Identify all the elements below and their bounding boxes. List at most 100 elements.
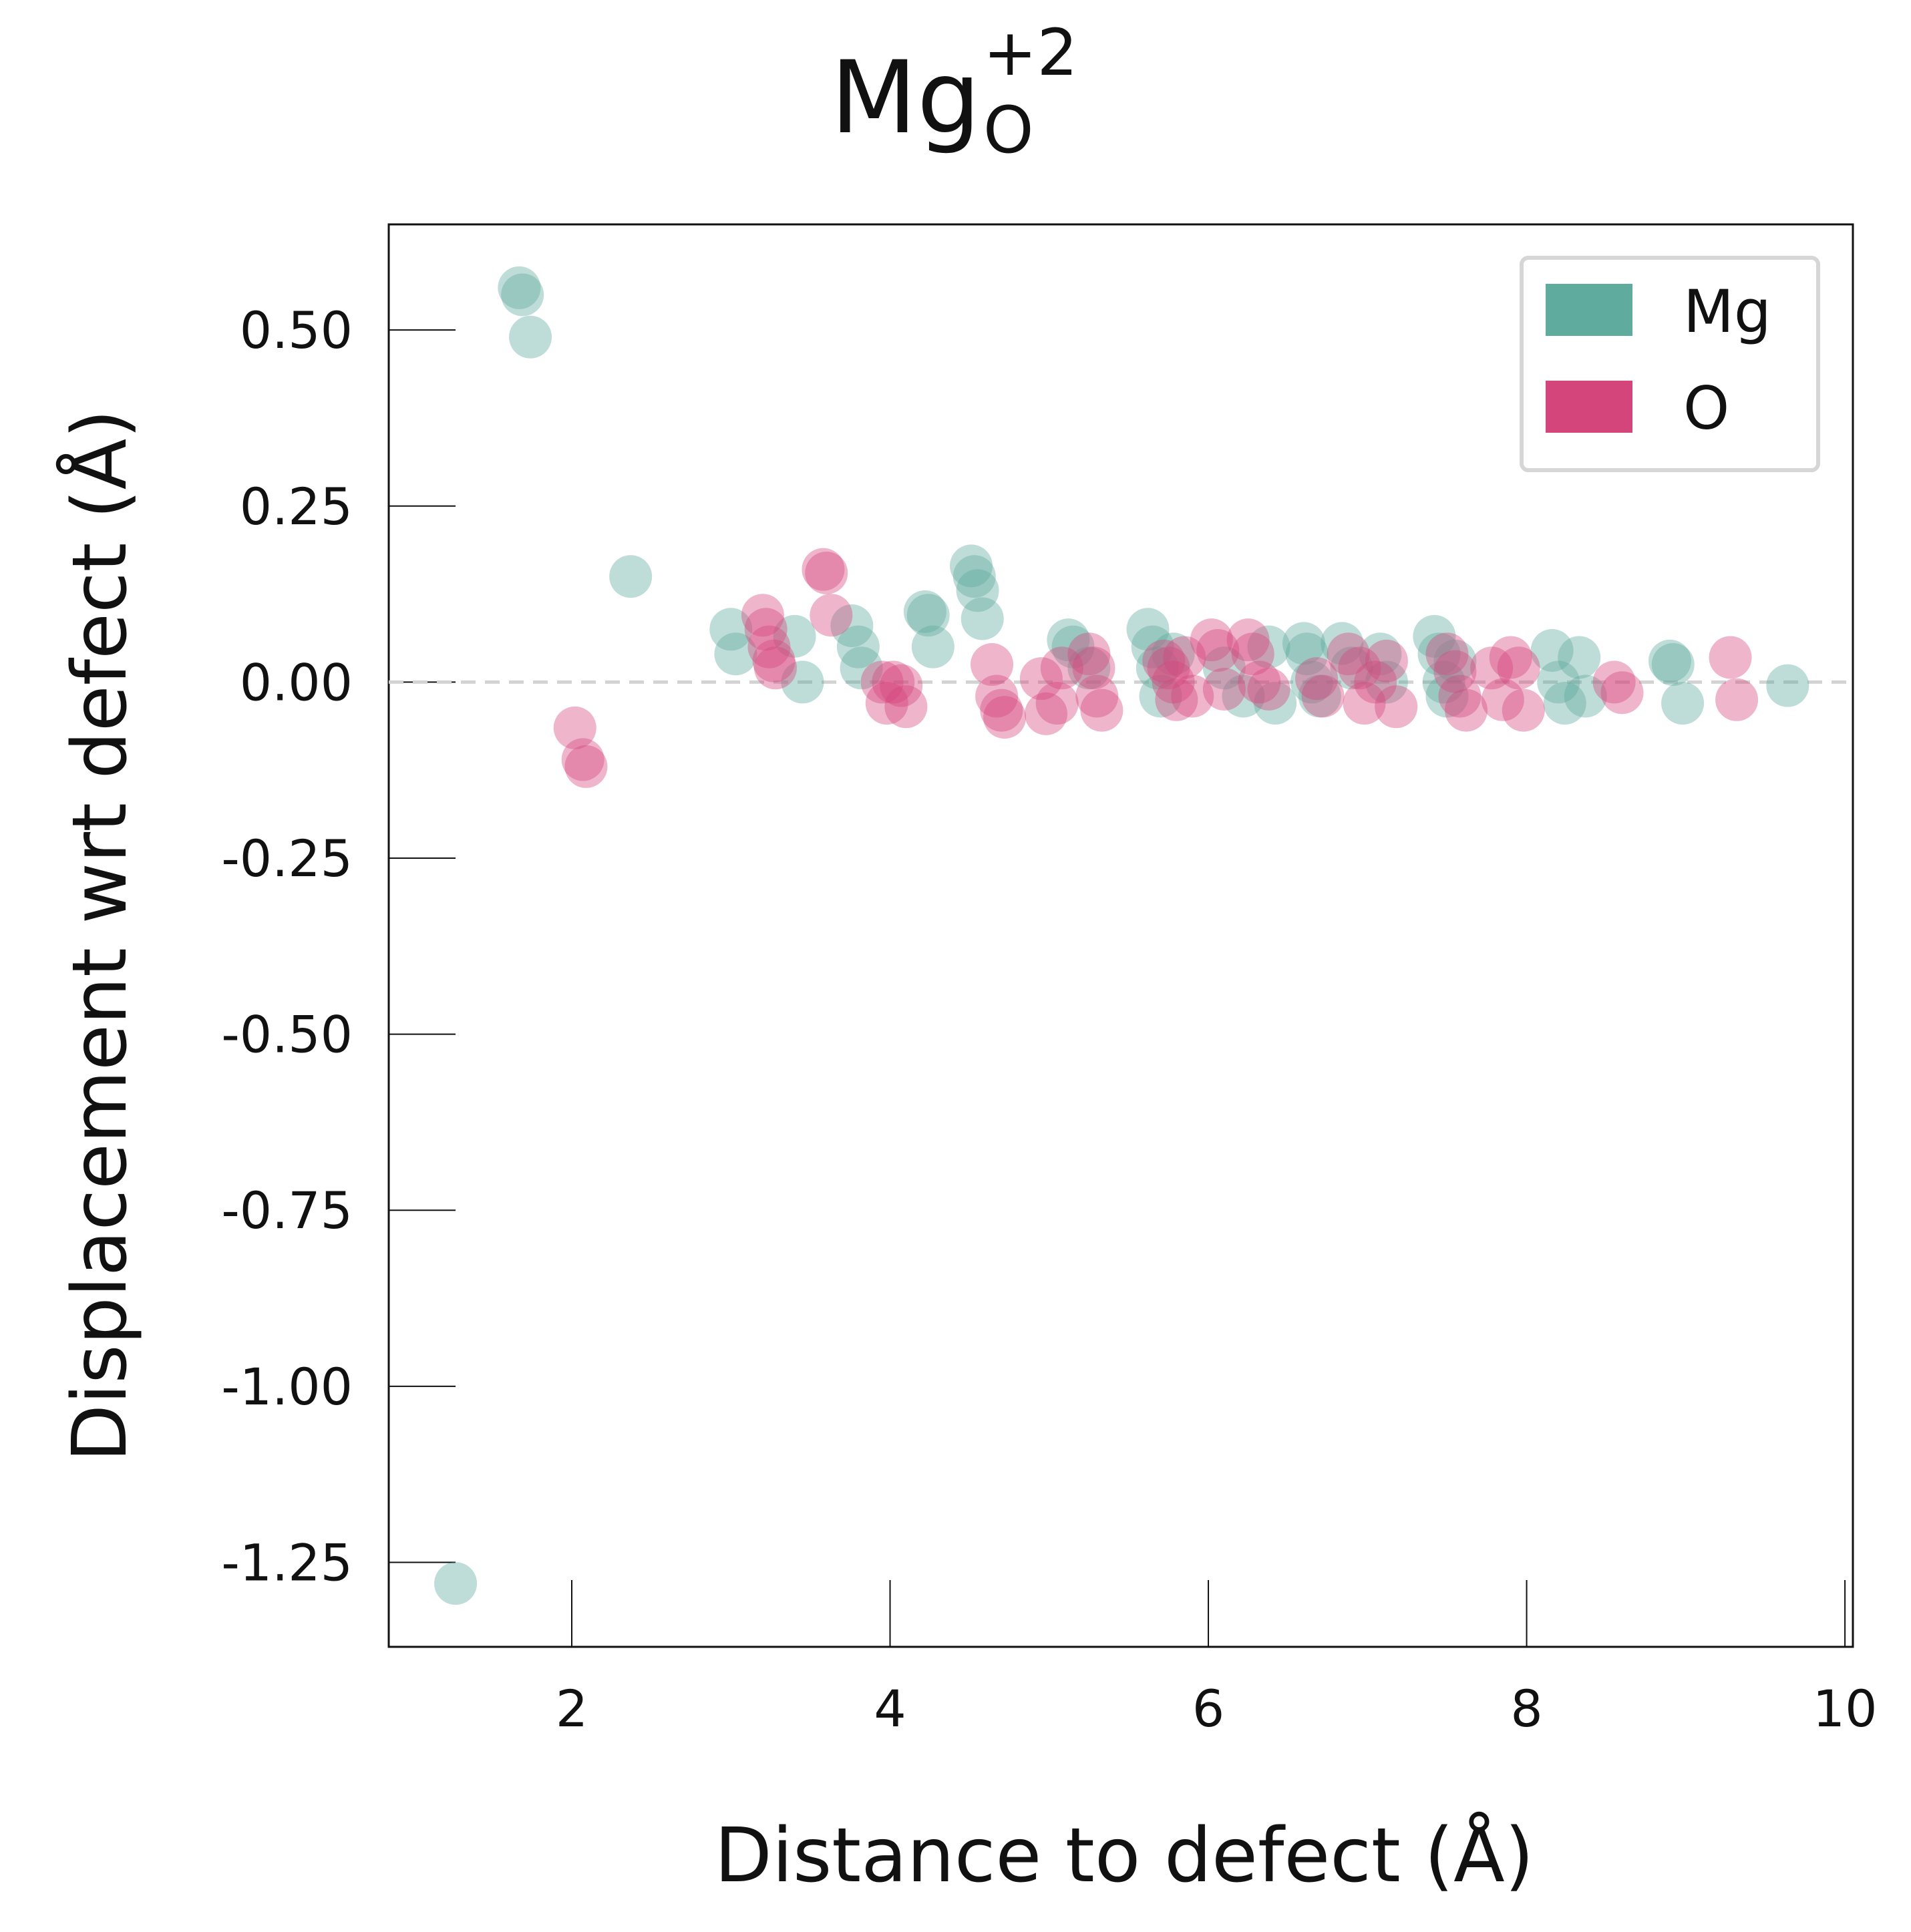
- title-base: Mg: [830, 40, 981, 156]
- data-point-mg: [1321, 622, 1364, 665]
- data-point-o: [752, 639, 796, 683]
- data-point-mg: [1298, 674, 1341, 718]
- data-point-o: [1171, 674, 1214, 718]
- data-point-o: [880, 664, 923, 707]
- data-points: [434, 266, 1809, 1605]
- legend-label-mg: Mg: [1683, 277, 1771, 346]
- data-point-mg: [709, 608, 753, 651]
- data-point-mg: [1047, 618, 1090, 662]
- data-point-o: [1025, 692, 1068, 735]
- data-point-o: [1238, 660, 1281, 704]
- data-point-mg: [781, 660, 824, 704]
- data-point-o: [1327, 632, 1370, 676]
- data-point-o: [747, 625, 791, 668]
- data-point-mg: [1661, 682, 1705, 725]
- chart-title: Mg: [830, 40, 981, 156]
- data-point-o: [1445, 689, 1488, 732]
- data-point-mg: [1543, 682, 1586, 725]
- data-point-mg: [1425, 674, 1469, 718]
- y-tick-label: 0.25: [240, 477, 353, 536]
- data-point-mg: [1139, 674, 1182, 718]
- data-point-o: [1592, 660, 1636, 704]
- data-point-o: [1019, 657, 1063, 701]
- x-tick-label: 6: [1192, 1679, 1224, 1738]
- data-point-mg: [840, 646, 883, 690]
- data-point-mg: [501, 273, 544, 317]
- data-point-mg: [1530, 628, 1574, 672]
- y-tick-label: -0.25: [221, 829, 353, 888]
- data-point-mg: [1558, 636, 1601, 679]
- data-point-mg: [1359, 632, 1402, 676]
- data-point-o: [1354, 660, 1397, 704]
- data-point-o: [1190, 618, 1233, 662]
- series-mg: [434, 266, 1809, 1605]
- data-point-mg: [952, 555, 996, 598]
- data-point-o: [741, 594, 784, 637]
- data-point-o: [975, 674, 1019, 718]
- data-point-mg: [950, 544, 993, 588]
- data-point-o: [884, 685, 928, 729]
- x-tick-label: 10: [1813, 1679, 1878, 1738]
- data-point-o: [1155, 678, 1198, 721]
- data-point-o: [1715, 678, 1759, 721]
- data-point-mg: [1413, 614, 1456, 658]
- data-point-o: [1040, 646, 1083, 690]
- data-point-mg: [1433, 639, 1477, 683]
- data-point-mg: [1051, 625, 1095, 668]
- data-point-mg: [1537, 660, 1580, 704]
- x-tick-label: 8: [1510, 1679, 1542, 1738]
- data-point-mg: [1330, 646, 1373, 690]
- data-point-mg: [498, 266, 541, 309]
- data-point-mg: [1422, 660, 1465, 704]
- data-point-o: [1247, 667, 1290, 711]
- data-point-o: [1481, 678, 1524, 721]
- data-point-o: [1343, 682, 1386, 725]
- y-tick-label: 0.00: [240, 652, 353, 712]
- data-point-o: [744, 608, 788, 651]
- data-point-mg: [1131, 625, 1174, 668]
- data-point-o: [1080, 689, 1123, 732]
- data-point-mg: [836, 625, 880, 668]
- data-point-o: [1075, 674, 1119, 718]
- data-point-o: [1072, 646, 1115, 690]
- data-point-mg: [1126, 608, 1170, 651]
- x-axis-title: Distance to defect (Å): [715, 1812, 1534, 1899]
- data-point-mg: [1222, 674, 1265, 718]
- legend: Mg O: [1520, 256, 1820, 472]
- data-point-o: [810, 594, 853, 637]
- data-point-mg: [1285, 632, 1329, 676]
- data-point-o: [1338, 646, 1381, 690]
- data-point-mg: [1648, 639, 1691, 683]
- data-point-o: [1365, 639, 1408, 683]
- data-point-o: [980, 689, 1023, 732]
- data-point-o: [805, 551, 848, 594]
- data-point-mg: [903, 590, 946, 633]
- data-point-o: [564, 745, 608, 788]
- data-point-o: [865, 682, 908, 725]
- data-point-mg: [830, 604, 874, 648]
- data-point-mg: [1247, 625, 1290, 668]
- y-tick-label: -0.50: [221, 1005, 353, 1065]
- data-point-mg: [911, 625, 954, 668]
- data-point-o: [1433, 650, 1477, 693]
- data-point-o: [1489, 636, 1532, 679]
- data-point-mg: [1290, 660, 1333, 704]
- data-point-mg: [509, 315, 552, 359]
- data-point-mg: [1417, 632, 1461, 676]
- data-point-o: [1067, 632, 1111, 676]
- data-point-mg: [906, 594, 950, 637]
- x-tick-label: 2: [556, 1679, 588, 1738]
- axis-ticks: 0.50 0.25 0.00 -0.25 -0.50 -0.75 -1.00 -1.25 2 4 6…: [221, 301, 1877, 1738]
- data-point-o: [553, 706, 596, 749]
- data-point-mg: [1766, 664, 1809, 707]
- y-tick-label: -0.75: [221, 1181, 353, 1240]
- data-point-o: [1147, 646, 1190, 690]
- data-point-mg: [1282, 622, 1325, 665]
- data-point-mg: [1365, 660, 1408, 704]
- legend-swatch-o: [1546, 381, 1632, 433]
- data-point-o: [1301, 674, 1345, 718]
- series-o: [553, 548, 1759, 788]
- data-point-o: [1502, 689, 1545, 732]
- data-point-o: [1035, 682, 1079, 725]
